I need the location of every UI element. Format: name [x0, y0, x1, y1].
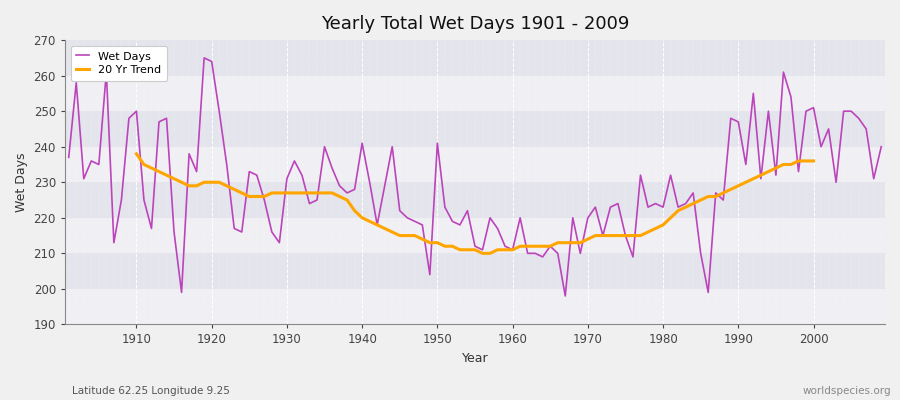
Bar — [65, 182, 885, 218]
Wet Days — [508, 247, 518, 252]
Text: worldspecies.org: worldspecies.org — [803, 386, 891, 396]
Wet Days — [876, 144, 886, 149]
X-axis label: Year: Year — [462, 352, 489, 365]
20 Yr Trend — [214, 180, 225, 185]
Text: Latitude 62.25 Longitude 9.25: Latitude 62.25 Longitude 9.25 — [72, 386, 230, 396]
Bar — [65, 253, 885, 289]
Line: Wet Days: Wet Days — [68, 58, 881, 296]
Wet Days — [342, 190, 353, 195]
Wet Days — [560, 294, 571, 298]
Bar — [65, 218, 885, 253]
Wet Days — [613, 201, 624, 206]
20 Yr Trend — [304, 190, 315, 195]
Wet Days — [515, 216, 526, 220]
20 Yr Trend — [131, 152, 142, 156]
20 Yr Trend — [793, 158, 804, 163]
20 Yr Trend — [289, 190, 300, 195]
Wet Days — [63, 155, 74, 160]
Bar — [65, 289, 885, 324]
Bar — [65, 40, 885, 76]
20 Yr Trend — [808, 158, 819, 163]
Legend: Wet Days, 20 Yr Trend: Wet Days, 20 Yr Trend — [70, 46, 167, 81]
Wet Days — [199, 56, 210, 60]
Line: 20 Yr Trend: 20 Yr Trend — [137, 154, 814, 253]
Title: Yearly Total Wet Days 1901 - 2009: Yearly Total Wet Days 1901 - 2009 — [320, 15, 629, 33]
20 Yr Trend — [477, 251, 488, 256]
20 Yr Trend — [710, 194, 721, 199]
Bar — [65, 76, 885, 111]
Bar — [65, 111, 885, 147]
Wet Days — [123, 116, 134, 121]
Y-axis label: Wet Days: Wet Days — [15, 152, 28, 212]
20 Yr Trend — [801, 158, 812, 163]
Bar — [65, 147, 885, 182]
Wet Days — [296, 173, 307, 178]
